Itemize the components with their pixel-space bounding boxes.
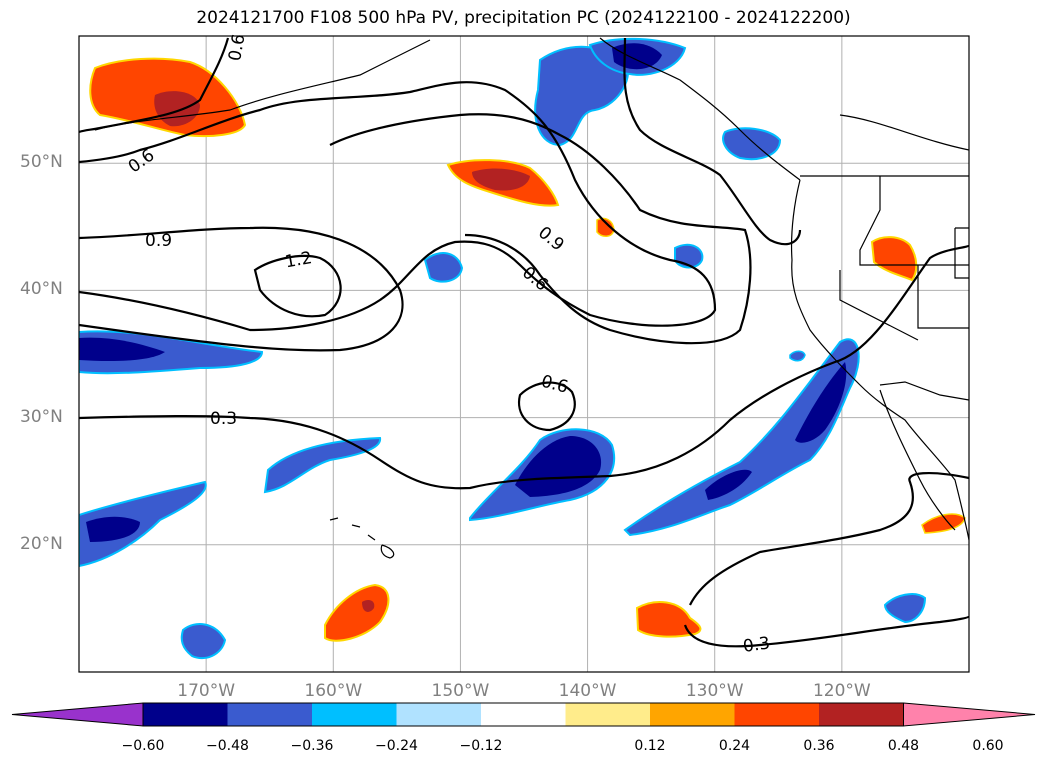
colorbar: [11, 702, 1036, 727]
colorbar-tick-label: −0.24: [375, 738, 418, 754]
aleutian-islands: [94, 39, 431, 131]
pv-contour-0.6-north: [79, 37, 230, 134]
lat-tick-label: 30°N: [20, 406, 63, 427]
colorbar-extend-low: [11, 702, 144, 727]
neg-anomaly-hawaii-north: [263, 436, 382, 494]
colorbar-segment: [650, 703, 735, 726]
neg-anomaly-small-1: [423, 252, 464, 283]
lat-tick-label: 50°N: [20, 152, 63, 173]
negative-precip-anomalies: [79, 37, 927, 660]
colorbar-segment: [396, 703, 481, 726]
hawaiian-islands: [329, 517, 395, 559]
colorbar-extend-high: [903, 702, 1036, 727]
canadian-border-north: [839, 114, 969, 151]
contour-label: 1.2: [283, 248, 313, 272]
pv-contour-0.3: [79, 243, 969, 490]
neg-anomaly-south-1: [180, 623, 227, 660]
contour-label: 0.9: [534, 223, 568, 256]
pv-contour-0.9-east: [329, 113, 752, 345]
colorbar-segment: [143, 703, 228, 726]
pv-contour-0.9: [79, 226, 404, 352]
north-america-west-coast: [790, 179, 969, 541]
colorbar-segment: [734, 703, 819, 726]
pos-anomaly-nw-core: [154, 91, 200, 127]
contour-label: 0.3: [742, 633, 772, 657]
contour-label: 0.6: [539, 371, 570, 397]
colorbar-tick-label: 0.24: [718, 738, 751, 754]
pos-anomaly-nevada: [870, 236, 918, 282]
lon-tick-label: 170°W: [177, 681, 236, 701]
pv-contour-0.6-loop: [517, 381, 576, 432]
contour-label: 0.6: [125, 145, 159, 177]
neg-anomaly-dateline-35N-core: [79, 337, 165, 362]
colorbar-segment: [312, 703, 397, 726]
lon-tick-label: 140°W: [558, 681, 617, 701]
pos-anomaly-hawaii-south-core: [362, 600, 375, 612]
contour-label: 0.9: [145, 231, 172, 251]
pv-contour-0.6-nw: [79, 81, 717, 332]
contour-label: 0.6: [225, 33, 249, 63]
lat-tick-label: 40°N: [20, 279, 63, 300]
colorbar-tick-label: 0.12: [634, 738, 666, 754]
coastlines: [94, 37, 969, 559]
colorbar-outline: [142, 702, 904, 727]
alaska-coast: [599, 37, 801, 181]
neg-anomaly-west-22N: [79, 480, 207, 568]
colorbar-tick-label: −0.48: [206, 738, 249, 754]
colorbar-tick-label: 0.48: [887, 738, 920, 754]
map-frame: [78, 35, 970, 673]
lon-tick-label: 160°W: [304, 681, 363, 701]
neg-anomaly-tiny: [789, 350, 806, 362]
mexico-border: [879, 381, 969, 401]
colorbar-segment: [565, 703, 650, 726]
pos-anomaly-15N: [635, 601, 702, 638]
pv-contour-0.6-east: [623, 37, 802, 246]
us-state-borders: [839, 176, 969, 341]
pv-contour-0.3-south: [683, 471, 969, 648]
lon-tick-label: 130°W: [685, 681, 744, 701]
lon-tick-label: 120°W: [812, 681, 871, 701]
colorbar-tick-label: −0.12: [459, 738, 503, 754]
colorbar-tick-label: 0.36: [803, 738, 835, 754]
lat-tick-label: 20°N: [20, 533, 63, 554]
colorbar-segment: [819, 703, 904, 726]
neg-anomaly-west-22N-core: [86, 516, 140, 542]
baja-california: [879, 389, 956, 531]
pos-anomaly-48N-core: [472, 168, 530, 191]
colorbar-segment: [227, 703, 312, 726]
colorbar-tick-label: −0.60: [121, 738, 165, 754]
neg-anomaly-california-band: [623, 338, 860, 537]
contour-label: 0.3: [210, 409, 237, 429]
neg-anomaly-central-core: [515, 436, 602, 497]
pos-anomaly-baja: [921, 513, 966, 534]
neg-anomaly-south-2: [883, 593, 927, 624]
neg-anomaly-california-band-core: [705, 362, 847, 500]
colorbar-tick-label: 0.60: [972, 738, 1004, 754]
map-title: 2024121700 F108 500 hPa PV, precipitatio…: [196, 8, 851, 28]
colorbar-segment: [481, 703, 566, 726]
pv-contour-1.2: [253, 254, 342, 318]
neg-anomaly-vancouver: [722, 127, 782, 160]
positive-precip-anomalies: [89, 57, 966, 642]
pos-anomaly-hawaii-south: [324, 583, 390, 642]
pv-contours: [79, 37, 969, 648]
colorbar-tick-label: −0.36: [290, 738, 334, 754]
lon-tick-label: 150°W: [431, 681, 490, 701]
